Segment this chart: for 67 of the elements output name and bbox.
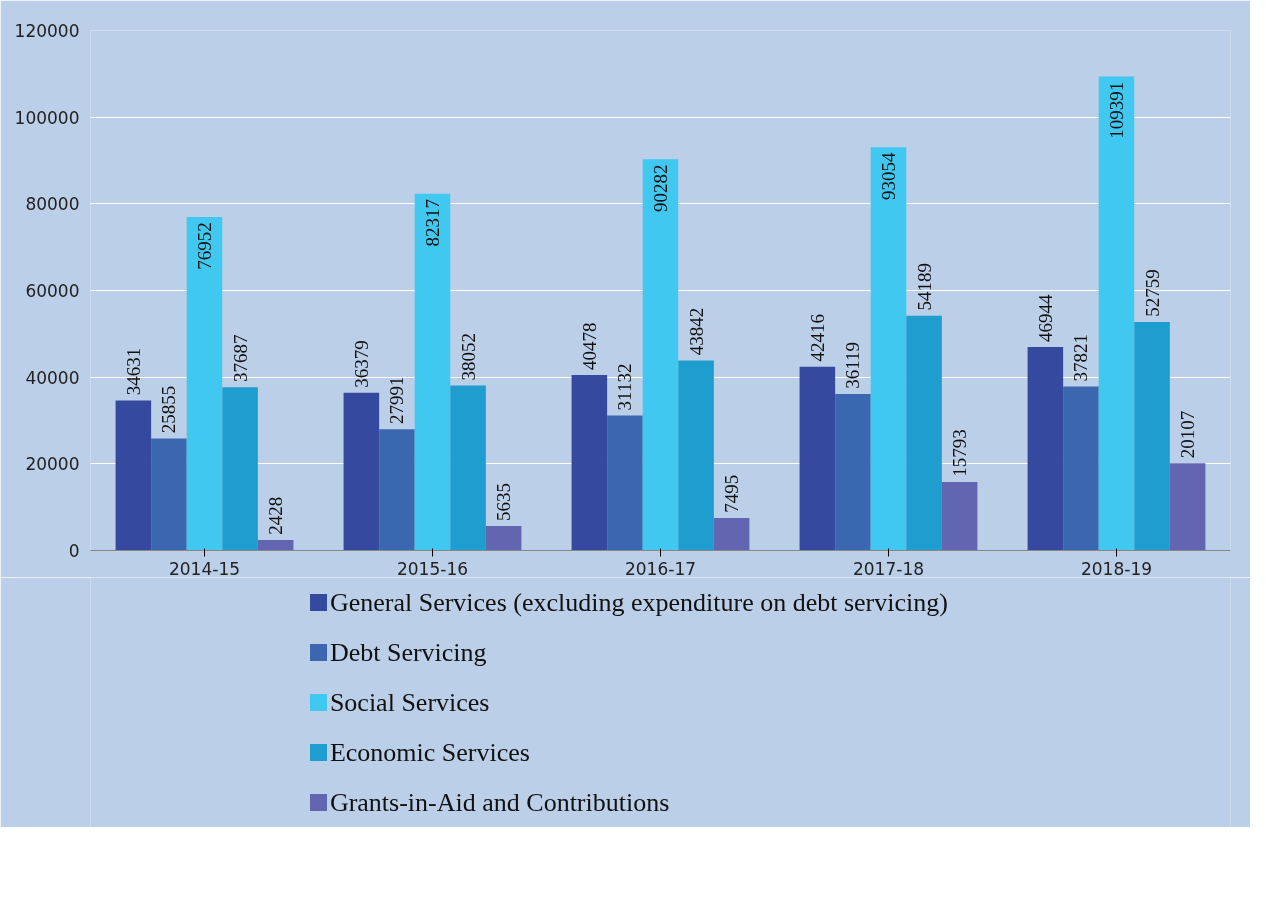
data-label: 31132 bbox=[614, 363, 636, 411]
bar bbox=[379, 429, 415, 551]
legend-label: Debt Servicing bbox=[329, 638, 487, 667]
bar bbox=[1027, 347, 1064, 551]
data-label: 52759 bbox=[1141, 269, 1163, 317]
data-label: 76952 bbox=[194, 222, 215, 270]
bar bbox=[713, 518, 750, 551]
legend-label: Economic Services bbox=[329, 738, 530, 767]
bar bbox=[941, 482, 978, 551]
data-label: 5635 bbox=[493, 482, 515, 521]
bar bbox=[642, 159, 679, 551]
bar bbox=[799, 366, 836, 551]
legend-label: General Services (excluding expenditure on debt servicing) bbox=[329, 588, 948, 617]
bar bbox=[186, 217, 223, 551]
bar bbox=[906, 315, 942, 551]
data-label: 36119 bbox=[842, 341, 864, 389]
bar bbox=[1134, 321, 1170, 551]
data-label: 38052 bbox=[457, 332, 479, 381]
x-tick-label: 2016-17 bbox=[624, 558, 697, 579]
y-tick-label: 120000 bbox=[14, 21, 80, 41]
bar bbox=[571, 375, 608, 551]
bar bbox=[678, 360, 714, 551]
bar bbox=[870, 147, 907, 551]
bar bbox=[485, 526, 522, 551]
data-label: 7495 bbox=[721, 474, 743, 513]
bar bbox=[1098, 76, 1135, 551]
bar bbox=[1063, 386, 1099, 551]
bar bbox=[151, 438, 187, 551]
data-label: 43842 bbox=[685, 307, 707, 356]
legend-label: Social Services bbox=[329, 688, 490, 717]
y-tick-label: 20000 bbox=[25, 454, 80, 475]
data-label: 93054 bbox=[878, 151, 899, 200]
x-tick-label: 2014-15 bbox=[168, 558, 241, 579]
bar bbox=[115, 400, 152, 551]
data-label: 20107 bbox=[1177, 410, 1199, 459]
data-label: 2428 bbox=[265, 496, 287, 535]
data-label: 36379 bbox=[350, 340, 372, 388]
data-label: 82317 bbox=[422, 198, 443, 247]
data-label: 37687 bbox=[229, 334, 251, 382]
y-tick-label: 100000 bbox=[14, 107, 80, 128]
data-label: 27991 bbox=[386, 376, 408, 425]
bar bbox=[222, 387, 258, 551]
data-label: 42416 bbox=[806, 314, 828, 362]
y-tick-label: 40000 bbox=[25, 367, 80, 388]
bar bbox=[1169, 463, 1206, 551]
legend-label: Grants-in-Aid and Contributions bbox=[329, 788, 670, 817]
data-label: 109391 bbox=[1106, 81, 1127, 139]
bar bbox=[835, 393, 871, 551]
bar bbox=[414, 193, 451, 551]
x-tick-label: 2015-16 bbox=[396, 558, 469, 579]
data-label: 15793 bbox=[949, 429, 971, 477]
y-tick-label: 80000 bbox=[25, 194, 80, 215]
bar bbox=[607, 415, 643, 551]
data-label: 46944 bbox=[1034, 293, 1056, 342]
data-label: 34631 bbox=[122, 347, 144, 396]
data-label: 54189 bbox=[913, 262, 935, 311]
bar bbox=[343, 392, 380, 551]
data-label: 40478 bbox=[578, 322, 600, 370]
bar bbox=[257, 539, 294, 551]
y-tick-label: 0 bbox=[68, 541, 80, 561]
data-label: 37821 bbox=[1070, 333, 1092, 382]
y-tick-label: 60000 bbox=[25, 281, 80, 301]
x-tick-label: 2018-19 bbox=[1080, 558, 1153, 579]
data-label: 25855 bbox=[158, 385, 180, 434]
data-label: 90282 bbox=[650, 164, 671, 212]
x-tick-label: 2017-18 bbox=[852, 558, 925, 579]
bar bbox=[450, 385, 486, 551]
